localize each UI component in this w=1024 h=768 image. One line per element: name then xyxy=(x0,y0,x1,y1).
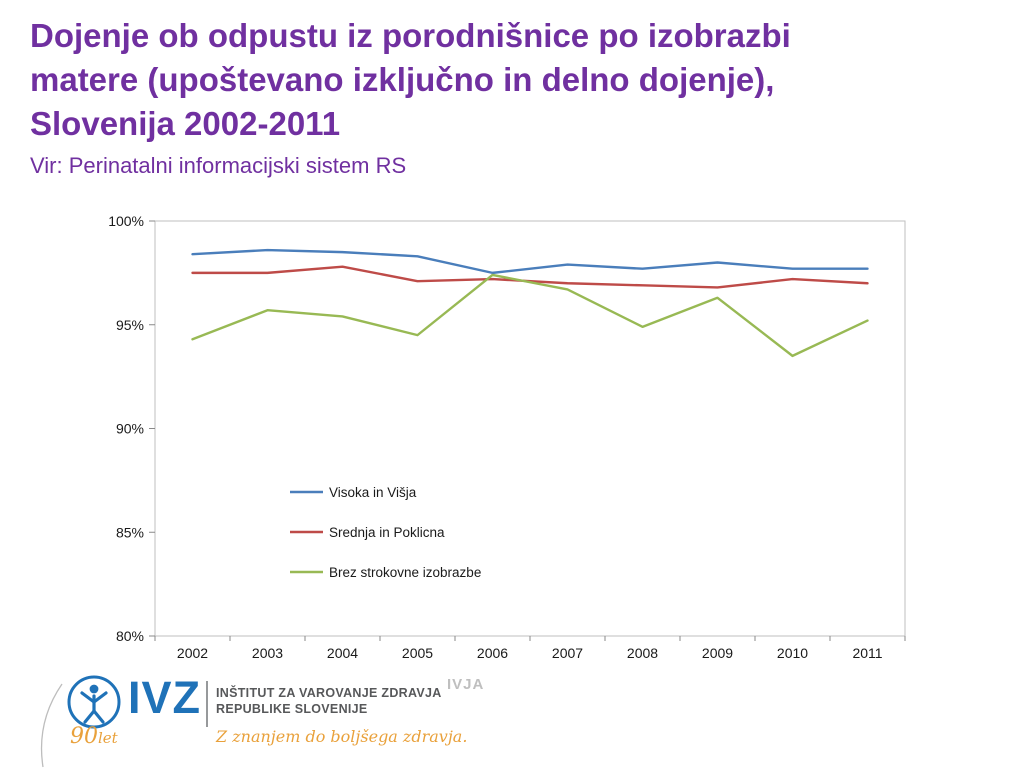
y-axis-label: 100% xyxy=(108,213,144,229)
ivz-logo-text: IVZ xyxy=(128,672,202,723)
institute-slogan: Z znanjem do boljšega zdravja. xyxy=(216,727,468,746)
logo-divider xyxy=(206,681,208,727)
breastfeeding-line-chart: 100% 95% 90% 85% 80% 2002 2003 2004 2005 2006 2007… xyxy=(108,213,906,661)
x-axis-label: 2002 xyxy=(177,645,208,661)
slide-subtitle-source: Vir: Perinatalni informacijski sistem RS xyxy=(30,153,407,178)
decorative-corner-arc xyxy=(40,683,63,768)
ivz-anniversary: 90let xyxy=(70,724,118,749)
series-line-2 xyxy=(191,273,869,358)
slide-title-line-2: matere (upoštevano izključno in delno do… xyxy=(30,61,775,98)
x-axis-label: 2005 xyxy=(402,645,433,661)
title-block: Dojenje ob odpustu iz porodnišnice po iz… xyxy=(30,14,990,180)
watermark-text: IVJA xyxy=(447,676,485,693)
x-axis-label: 2011 xyxy=(852,645,882,661)
series-line-0 xyxy=(191,248,869,275)
x-axis-label: 2006 xyxy=(477,645,508,661)
legend-label-1: Srednja in Poklicna xyxy=(329,525,445,540)
slide-title-line-3: Slovenija 2002-2011 xyxy=(30,105,341,142)
x-axis-label: 2007 xyxy=(552,645,583,661)
legend-label-2: Brez strokovne izobrazbe xyxy=(329,565,481,580)
anniversary-suffix: let xyxy=(98,729,118,747)
y-axis-label: 85% xyxy=(116,524,144,540)
y-axis-label: 80% xyxy=(116,628,144,644)
x-axis-label: 2004 xyxy=(327,645,358,661)
legend-label-0: Visoka in Višja xyxy=(329,485,417,500)
x-axis-label: 2003 xyxy=(252,645,283,661)
slide-title-line-1: Dojenje ob odpustu iz porodnišnice po iz… xyxy=(30,17,791,54)
x-axis-label: 2008 xyxy=(627,645,658,661)
y-axis-label: 95% xyxy=(116,317,144,333)
y-axis-label: 90% xyxy=(116,421,144,437)
anniversary-number: 90 xyxy=(70,724,98,749)
chart-area: 100% 95% 90% 85% 80% 2002 2003 2004 2005 2006 2007… xyxy=(95,205,910,670)
plot-border xyxy=(154,220,906,637)
x-axis-label: 2009 xyxy=(702,645,733,661)
x-axis-label: 2010 xyxy=(777,645,808,661)
institute-name-line-2: REPUBLIKE SLOVENIJE xyxy=(216,702,368,716)
ivz-person-circle-icon xyxy=(67,675,121,729)
institute-name-line-1: INŠTITUT ZA VAROVANJE ZDRAVJA xyxy=(216,686,442,700)
institute-name: INŠTITUT ZA VAROVANJE ZDRAVJA REPUBLIKE … xyxy=(216,685,442,717)
